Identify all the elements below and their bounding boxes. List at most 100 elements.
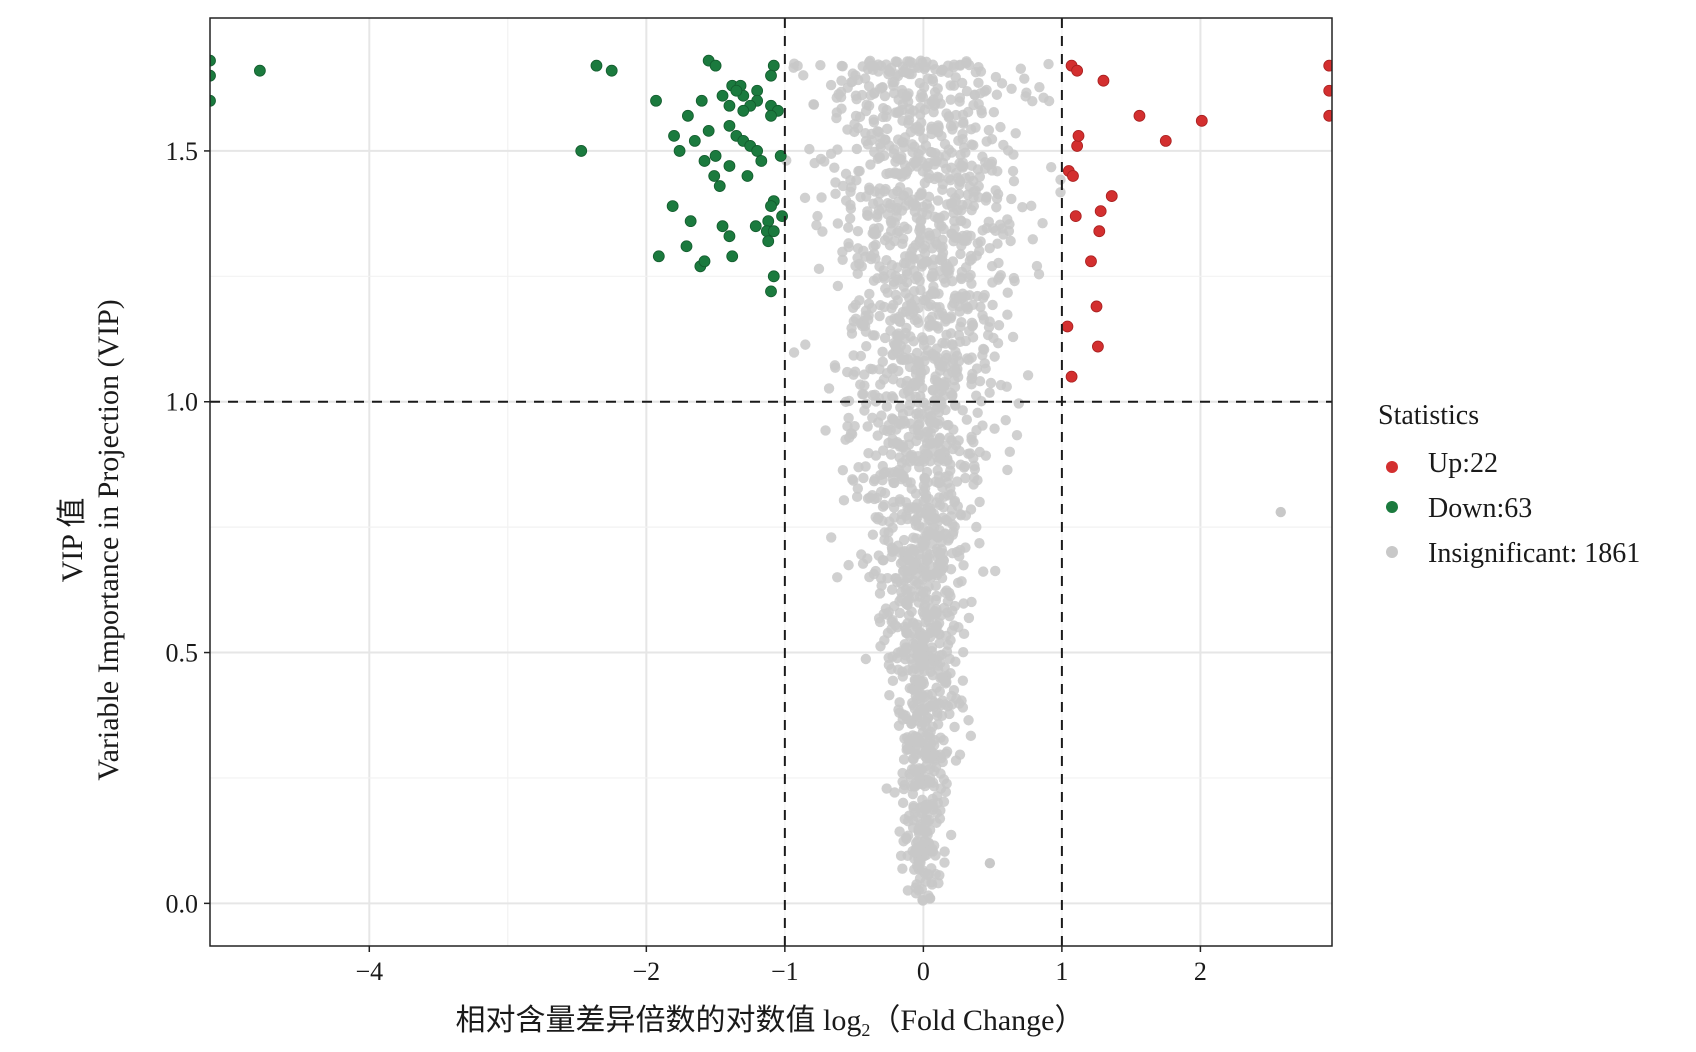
point-insignificant	[957, 134, 968, 145]
point-insignificant	[946, 187, 957, 198]
point-insignificant	[879, 90, 891, 102]
point-insignificant	[859, 369, 870, 380]
point-insignificant	[939, 529, 951, 540]
point-insignificant	[893, 346, 905, 358]
x-tick-label: −2	[632, 957, 660, 986]
point-insignificant	[957, 199, 968, 211]
point-insignificant	[933, 122, 944, 133]
point-insignificant	[894, 182, 906, 193]
point-insignificant	[897, 767, 908, 779]
point-down	[708, 170, 721, 182]
point-insignificant	[933, 151, 945, 162]
point-insignificant	[1043, 95, 1055, 107]
legend-swatch-down	[1386, 501, 1398, 513]
point-insignificant	[863, 447, 874, 459]
point-insignificant	[931, 590, 942, 602]
point-insignificant	[846, 428, 858, 440]
point-insignificant	[832, 572, 843, 583]
point-insignificant	[916, 808, 928, 819]
point-insignificant	[895, 402, 906, 413]
point-insignificant	[964, 171, 976, 182]
point-insignificant	[930, 371, 941, 382]
point-insignificant	[862, 553, 873, 564]
point-insignificant	[853, 165, 864, 177]
point-down	[751, 145, 764, 157]
point-insignificant	[930, 404, 942, 415]
point-insignificant	[960, 147, 971, 158]
point-insignificant	[961, 353, 973, 364]
point-insignificant	[847, 68, 859, 79]
point-insignificant	[915, 554, 926, 565]
point-insignificant	[922, 73, 934, 84]
point-insignificant	[964, 325, 975, 337]
point-insignificant	[894, 697, 905, 708]
point-insignificant	[969, 89, 980, 100]
y-tick-label: 0.0	[166, 889, 199, 918]
point-insignificant	[920, 721, 931, 733]
point-insignificant	[939, 587, 951, 598]
point-insignificant	[862, 421, 873, 432]
point-insignificant	[966, 139, 977, 150]
point-insignificant	[928, 254, 940, 265]
point-insignificant	[1026, 200, 1037, 212]
point-insignificant	[898, 141, 910, 153]
point-insignificant	[951, 476, 963, 487]
point-insignificant	[890, 270, 901, 282]
point-insignificant	[890, 107, 901, 118]
point-insignificant	[898, 836, 909, 847]
point-insignificant	[980, 450, 992, 461]
point-insignificant	[875, 379, 886, 390]
point-insignificant	[956, 316, 967, 328]
point-insignificant	[986, 134, 998, 145]
x-tick-label: −4	[355, 957, 383, 986]
point-insignificant	[918, 480, 930, 491]
point-insignificant	[868, 241, 879, 252]
point-insignificant	[823, 383, 835, 394]
point-insignificant	[857, 388, 868, 400]
point-insignificant	[918, 294, 929, 306]
point-insignificant	[984, 858, 996, 869]
point-insignificant	[932, 92, 944, 103]
point-insignificant	[912, 622, 923, 633]
point-insignificant	[933, 471, 945, 482]
point-down	[723, 230, 736, 243]
point-insignificant	[937, 241, 948, 253]
point-insignificant	[885, 315, 896, 326]
point-insignificant	[921, 466, 933, 478]
point-insignificant	[910, 846, 922, 858]
point-insignificant	[984, 243, 995, 254]
point-insignificant	[875, 300, 886, 311]
point-insignificant	[907, 788, 919, 800]
point-insignificant	[930, 236, 941, 247]
point-down	[762, 235, 775, 248]
point-insignificant	[831, 107, 843, 118]
point-insignificant	[855, 350, 867, 362]
point-insignificant	[924, 893, 935, 904]
threshold-lines	[210, 18, 1332, 946]
point-insignificant	[843, 412, 854, 424]
point-insignificant	[848, 475, 859, 486]
point-insignificant	[892, 134, 904, 145]
point-insignificant	[930, 580, 941, 592]
point-insignificant	[957, 675, 969, 686]
y-tick-label: 1.0	[166, 388, 199, 417]
point-insignificant	[788, 62, 799, 73]
point-insignificant	[887, 473, 898, 485]
point-insignificant	[950, 656, 961, 667]
point-insignificant	[825, 148, 837, 160]
legend-label-insignificant: Insignificant: 1861	[1428, 538, 1640, 569]
point-insignificant	[945, 120, 957, 132]
point-insignificant	[874, 310, 885, 322]
point-insignificant	[929, 605, 941, 617]
point-insignificant	[798, 70, 809, 81]
point-insignificant	[850, 110, 862, 122]
point-insignificant	[882, 609, 893, 620]
point-down	[652, 250, 665, 263]
x-tick-label: 0	[917, 957, 930, 986]
point-insignificant	[932, 559, 944, 571]
point-insignificant	[908, 253, 919, 265]
point-insignificant	[877, 501, 889, 512]
point-insignificant	[1033, 269, 1045, 280]
point-insignificant	[932, 195, 944, 206]
point-down	[765, 109, 777, 122]
